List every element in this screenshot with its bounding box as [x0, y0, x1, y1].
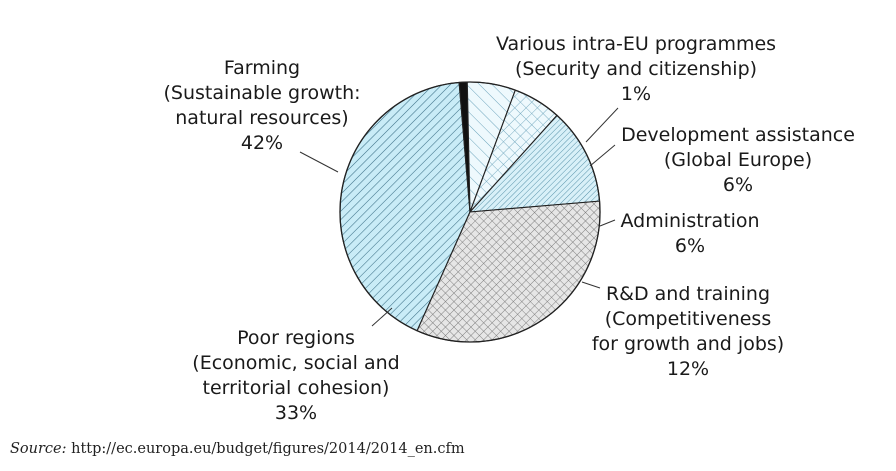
leader-lines	[299, 107, 619, 327]
slice-label-line: 42%	[241, 132, 283, 154]
pie-slices	[339, 81, 601, 343]
slice-label-line: Administration	[620, 210, 759, 232]
slice-label-line: 12%	[667, 358, 709, 380]
leader-line-2	[585, 107, 619, 143]
slice-label-5: R&D and training (Competitiveness for grow…	[592, 283, 784, 380]
slice-label-line: (Sustainable growth:	[163, 82, 360, 104]
leader-line-1	[299, 151, 339, 173]
slice-label-line: Development assistance	[621, 124, 855, 146]
source-prefix: Source:	[10, 441, 67, 457]
slice-label-line: for growth and jobs)	[592, 333, 784, 355]
slice-label-2: Various intra-EU programmes (Security and…	[496, 33, 776, 105]
slice-label-line: natural resources)	[175, 107, 348, 129]
slice-label-line: 6%	[675, 235, 705, 257]
slice-label-line: (Security and citizenship)	[515, 58, 757, 80]
leader-line-3	[589, 144, 616, 167]
slice-label-line: (Competitiveness	[605, 308, 771, 330]
slice-labels: Farming (Sustainable growth: natural resou…	[163, 33, 854, 424]
slice-label-4: Administration 6%	[620, 210, 759, 257]
slice-label-line: 6%	[723, 174, 753, 196]
slice-label-line: 33%	[275, 402, 317, 424]
slice-label-6: Poor regions (Economic, social and territo…	[192, 327, 399, 424]
slice-label-line: (Economic, social and	[192, 352, 399, 374]
source-url: http://ec.europa.eu/budget/figures/2014/…	[71, 441, 465, 457]
slice-label-line: (Global Europe)	[664, 149, 812, 171]
slice-label-line: 1%	[621, 83, 651, 105]
leader-line-5	[581, 281, 601, 289]
slice-label-line: Poor regions	[237, 327, 355, 349]
leader-line-6	[371, 307, 393, 327]
leader-line-4	[599, 219, 616, 227]
slice-label-line: Various intra-EU programmes	[496, 33, 776, 55]
pie-outline	[339, 81, 601, 343]
slice-label-line: territorial cohesion)	[203, 377, 390, 399]
slice-label-line: Farming	[224, 57, 300, 79]
source-note: Source: http://ec.europa.eu/budget/figur…	[10, 441, 465, 457]
slice-label-line: R&D and training	[606, 283, 770, 305]
slice-label-1: Farming (Sustainable growth: natural resou…	[163, 57, 360, 154]
slice-label-3: Development assistance (Global Europe) 6%	[621, 124, 855, 196]
